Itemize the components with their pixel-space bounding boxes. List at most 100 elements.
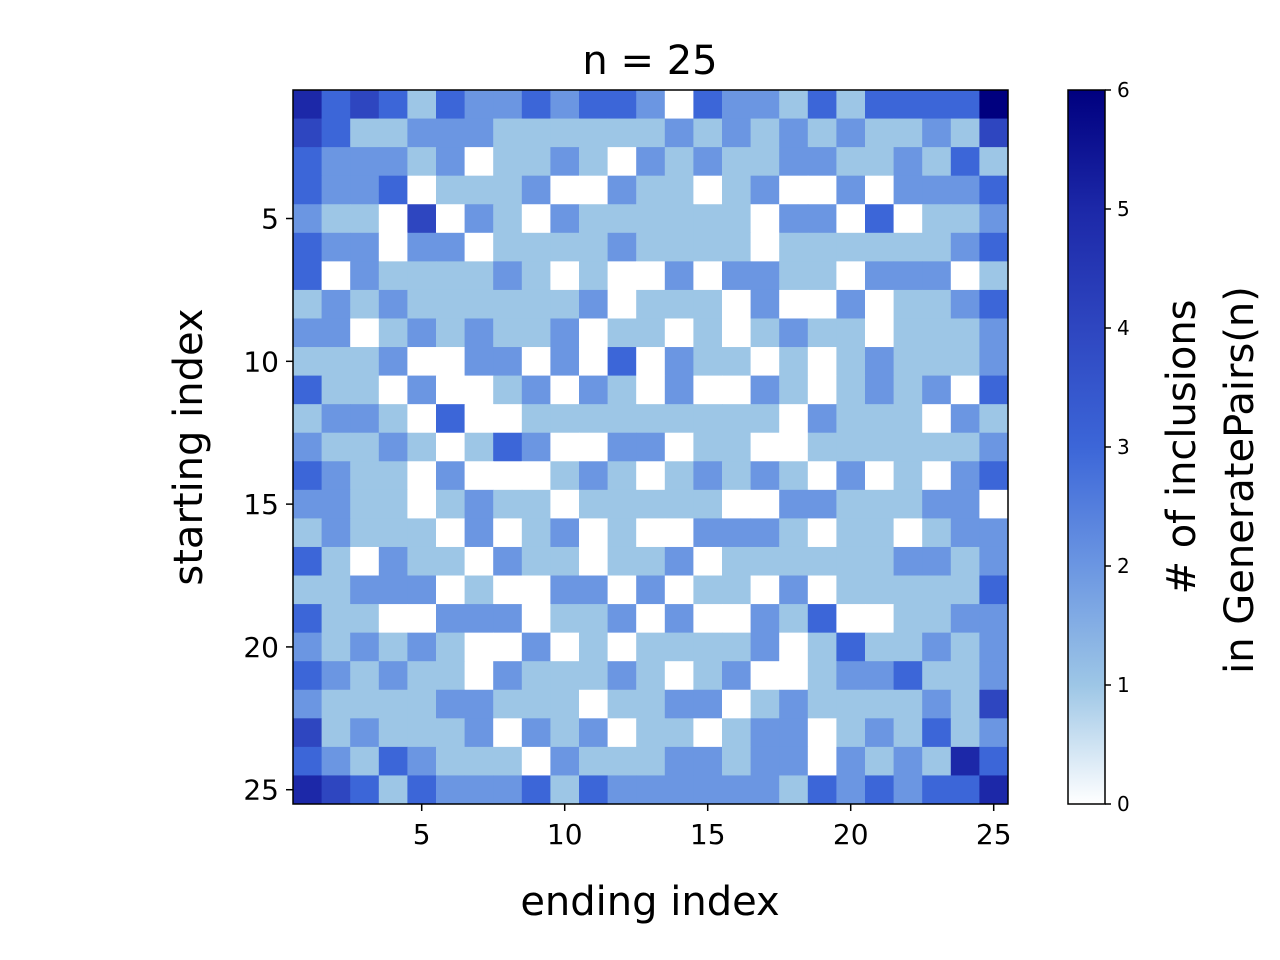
heatmap-cell xyxy=(922,746,952,776)
heatmap-cell xyxy=(550,404,580,434)
heatmap-cell xyxy=(865,489,895,519)
heatmap-cell xyxy=(493,232,523,262)
heatmap-cell xyxy=(893,775,923,805)
heatmap-cell xyxy=(922,175,952,205)
heatmap-cell xyxy=(807,604,837,634)
heatmap-cell xyxy=(550,461,580,491)
heatmap-cell xyxy=(893,432,923,462)
heatmap-cell xyxy=(893,575,923,605)
heatmap-cell xyxy=(607,404,637,434)
heatmap-cell xyxy=(464,461,494,491)
heatmap-cell xyxy=(807,118,837,148)
heatmap-cell xyxy=(350,461,380,491)
heatmap-cell xyxy=(693,661,723,691)
heatmap-cell xyxy=(779,347,809,377)
heatmap-cell xyxy=(350,775,380,805)
heatmap-cell xyxy=(636,689,666,719)
heatmap-cell xyxy=(893,118,923,148)
heatmap-cell xyxy=(836,632,866,662)
heatmap-cell xyxy=(493,718,523,748)
heatmap-cell xyxy=(350,718,380,748)
heatmap-cell xyxy=(979,632,1009,662)
heatmap-cell xyxy=(321,289,351,319)
heatmap-cell xyxy=(350,604,380,634)
heatmap-cell xyxy=(521,461,551,491)
heatmap-cell xyxy=(750,632,780,662)
heatmap-cell xyxy=(321,90,351,120)
heatmap-cell xyxy=(664,746,694,776)
heatmap-cell xyxy=(836,546,866,577)
heatmap-cell xyxy=(722,689,752,719)
heatmap-cell xyxy=(436,289,466,319)
heatmap-cell xyxy=(464,489,494,519)
heatmap-cell xyxy=(378,546,408,577)
heatmap-cell xyxy=(664,489,694,519)
heatmap-cell xyxy=(865,432,895,462)
heatmap-cell xyxy=(436,718,466,748)
heatmap-cell xyxy=(350,489,380,519)
heatmap-cell xyxy=(436,90,466,120)
heatmap-cell xyxy=(722,375,752,405)
heatmap-cell xyxy=(950,175,980,205)
heatmap-cell xyxy=(293,546,323,577)
heatmap-cell xyxy=(722,147,752,177)
heatmap-cell xyxy=(922,118,952,148)
y-tick-label: 10 xyxy=(243,345,279,378)
heatmap-cell xyxy=(350,347,380,377)
heatmap-cell xyxy=(722,604,752,634)
heatmap-cell xyxy=(321,689,351,719)
heatmap-cell xyxy=(807,175,837,205)
heatmap-cell xyxy=(378,90,408,120)
heatmap-cell xyxy=(922,718,952,748)
heatmap-cell xyxy=(293,175,323,205)
heatmap-cell xyxy=(865,147,895,177)
heatmap-cell xyxy=(722,318,752,348)
heatmap-cell xyxy=(779,546,809,577)
heatmap-cell xyxy=(836,261,866,291)
heatmap-cell xyxy=(436,375,466,405)
heatmap-cell xyxy=(293,518,323,548)
heatmap-cell xyxy=(979,689,1009,719)
heatmap-cell xyxy=(779,689,809,719)
heatmap-cell xyxy=(464,175,494,205)
heatmap-cell xyxy=(893,489,923,519)
heatmap-cell xyxy=(836,375,866,405)
x-tick-label: 5 xyxy=(413,818,431,851)
heatmap-cell xyxy=(579,347,609,377)
heatmap-cell xyxy=(579,689,609,719)
heatmap-cell xyxy=(607,689,637,719)
heatmap-cell xyxy=(950,746,980,776)
heatmap-cell xyxy=(293,718,323,748)
heatmap-cell xyxy=(350,147,380,177)
heatmap-cell xyxy=(464,232,494,262)
heatmap-cell xyxy=(865,318,895,348)
heatmap-cell xyxy=(664,432,694,462)
heatmap-cell xyxy=(378,204,408,234)
heatmap-cell xyxy=(664,718,694,748)
heatmap-cell xyxy=(293,461,323,491)
heatmap-cell xyxy=(607,204,637,234)
heatmap-cell xyxy=(807,461,837,491)
heatmap-cell xyxy=(750,661,780,691)
heatmap-cell xyxy=(293,261,323,291)
heatmap-cell xyxy=(293,289,323,319)
heatmap-cell xyxy=(722,518,752,548)
heatmap-cell xyxy=(493,375,523,405)
heatmap-cell xyxy=(350,204,380,234)
heatmap-cell xyxy=(922,404,952,434)
heatmap-cell xyxy=(950,661,980,691)
heatmap-cell xyxy=(779,204,809,234)
heatmap-cell xyxy=(407,661,437,691)
colorbar-tick-label: 2 xyxy=(1117,554,1130,578)
heatmap-cell xyxy=(378,518,408,548)
heatmap-cell xyxy=(436,689,466,719)
heatmap-cell xyxy=(722,775,752,805)
heatmap-cell xyxy=(693,546,723,577)
heatmap-cell xyxy=(693,489,723,519)
heatmap-cell xyxy=(750,689,780,719)
heatmap-cell xyxy=(664,632,694,662)
heatmap-cell xyxy=(321,546,351,577)
heatmap-cell xyxy=(807,232,837,262)
heatmap-cell xyxy=(693,261,723,291)
heatmap-cell xyxy=(807,347,837,377)
